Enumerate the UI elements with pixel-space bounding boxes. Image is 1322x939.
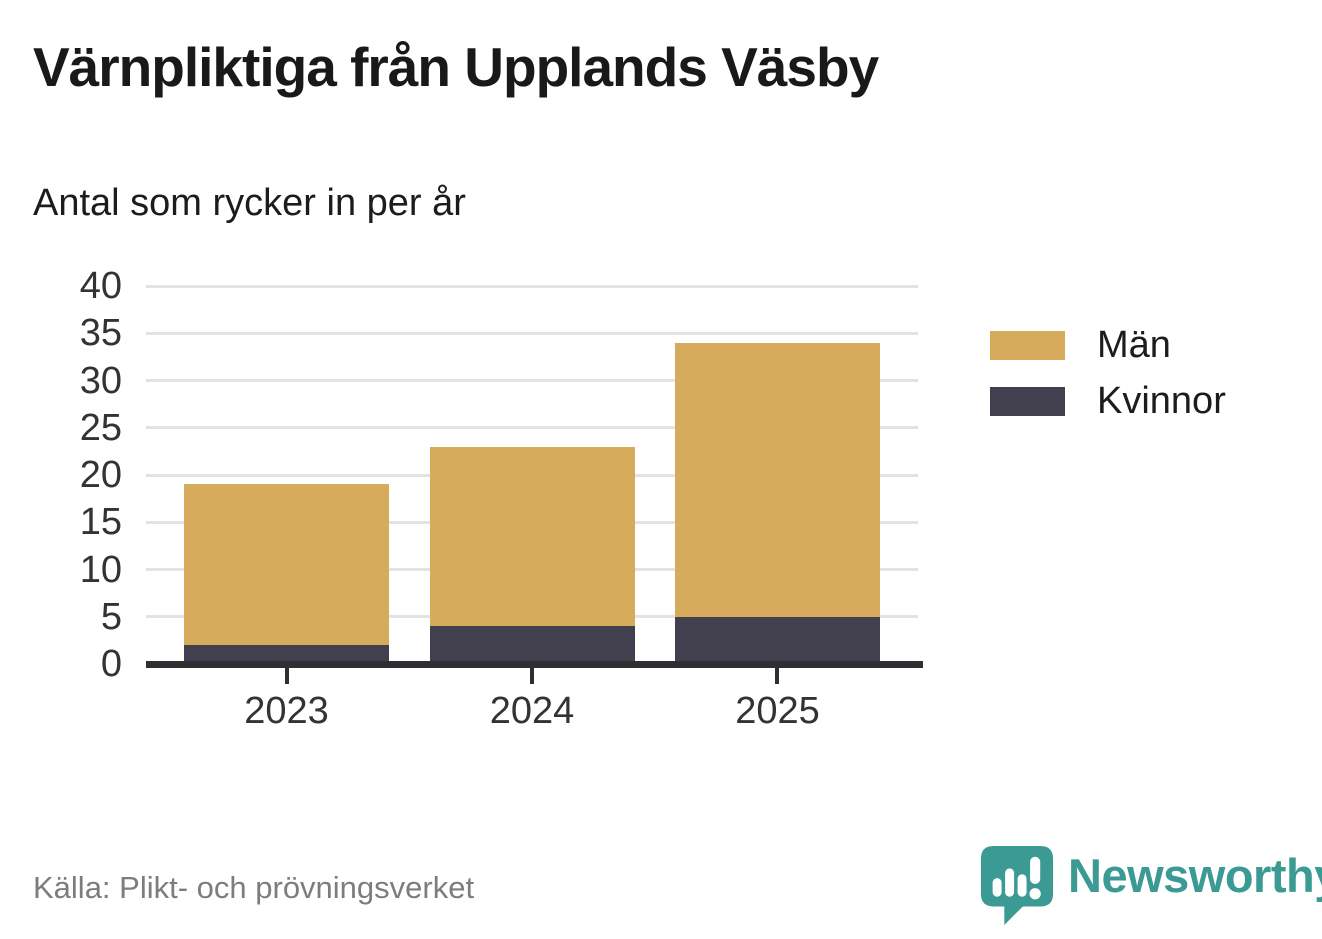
gridline-35 [146, 331, 918, 335]
brand-name: Newsworthy [1068, 849, 1322, 902]
legend-swatch-men [990, 330, 1065, 360]
y-tick-label-30: 30 [79, 359, 122, 402]
bar-segment-2024-Män [429, 446, 635, 627]
legend-swatch-women [990, 386, 1065, 416]
bar-segment-2025-Män [674, 342, 880, 617]
x-tick-label-2023: 2023 [244, 690, 329, 732]
bar-segment-2023-Kvinnor [184, 645, 389, 664]
chart-subtitle: Antal som rycker in per år [33, 182, 466, 224]
newsworthy-pin-icon [980, 846, 1054, 925]
bar-segment-2024-Kvinnor [429, 626, 635, 664]
legend-item-women: Kvinnor [990, 379, 1226, 422]
bar-segment-2023-Män [184, 484, 389, 646]
source-note: Källa: Plikt- och prövningsverket [33, 870, 475, 905]
gridline-40 [146, 284, 918, 288]
y-tick-label-0: 0 [100, 643, 122, 685]
x-tick-2023 [284, 668, 289, 684]
legend-label-men: Män [1097, 323, 1171, 366]
plot-area [146, 284, 918, 664]
y-tick-label-15: 15 [79, 501, 122, 544]
y-tick-label-10: 10 [79, 548, 122, 591]
y-tick-label-20: 20 [79, 454, 122, 496]
legend-item-men: Män [990, 323, 1226, 366]
y-tick-label-40: 40 [79, 265, 122, 307]
x-tick-2025 [775, 668, 780, 684]
legend-label-women: Kvinnor [1097, 379, 1226, 422]
x-tick-2024 [530, 668, 534, 684]
x-axis-line [146, 661, 923, 668]
chart-title: Värnpliktiga från Upplands Väsby [33, 36, 879, 98]
y-tick-label-35: 35 [79, 312, 122, 355]
legend: Män Kvinnor [990, 323, 1226, 422]
x-tick-label-2025: 2025 [735, 690, 820, 732]
y-tick-label-5: 5 [100, 595, 122, 638]
y-tick-label-25: 25 [79, 406, 122, 449]
gridline-25 [146, 426, 918, 430]
gridline-30 [146, 379, 918, 382]
x-tick-label-2024: 2024 [489, 690, 575, 732]
bar-segment-2025-Kvinnor [674, 616, 880, 664]
newsworthy-logo[interactable]: Newsworthy [978, 844, 1322, 926]
